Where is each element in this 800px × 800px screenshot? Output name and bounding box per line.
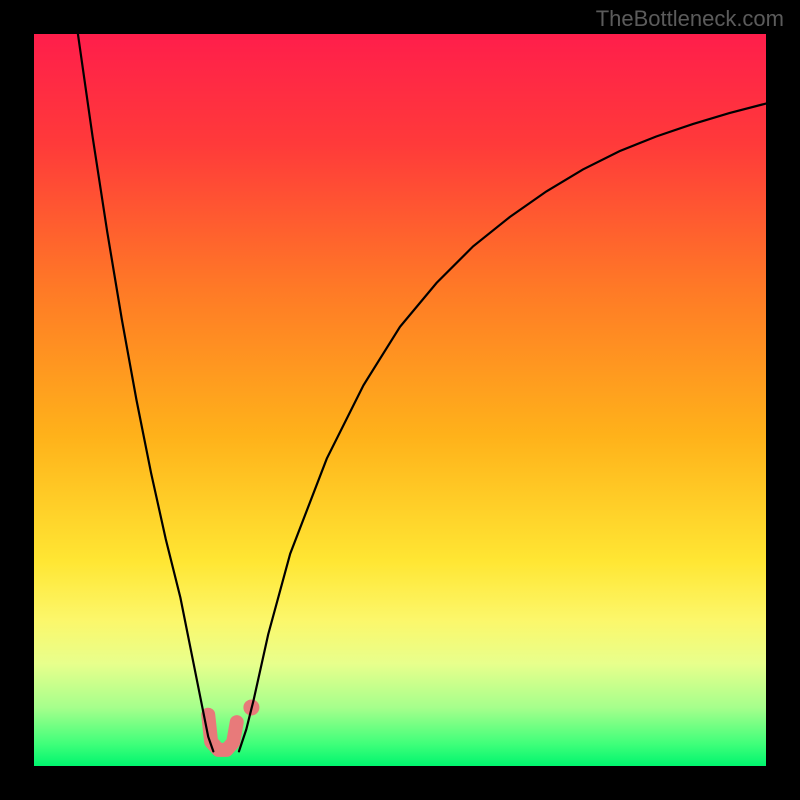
plot-background [34, 34, 766, 766]
bottleneck-chart [0, 0, 800, 800]
stage: TheBottleneck.com [0, 0, 800, 800]
